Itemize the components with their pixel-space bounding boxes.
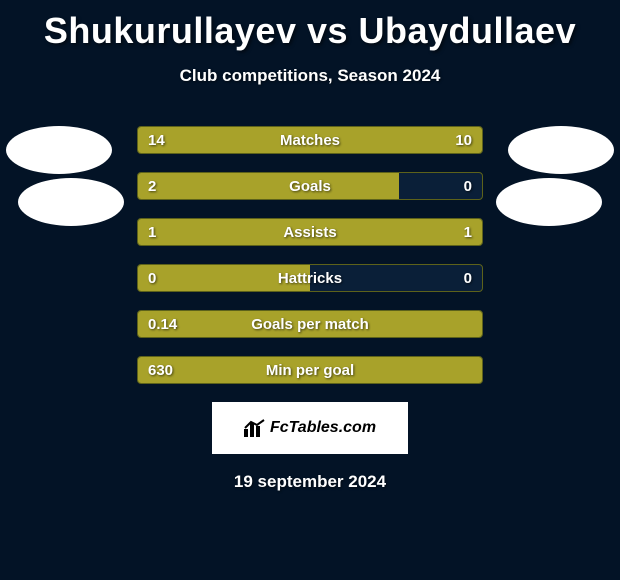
- stat-bar-row: 14Matches10: [137, 126, 483, 154]
- fctables-logo: FcTables.com: [244, 419, 376, 437]
- stat-bar-row: 0.14Goals per match: [137, 310, 483, 338]
- page-title: Shukurullayev vs Ubaydullaev: [0, 0, 620, 52]
- bars-container: 14Matches102Goals01Assists10Hattricks00.…: [137, 126, 483, 384]
- bar-stat-label: Min per goal: [138, 357, 482, 383]
- date-text: 19 september 2024: [0, 472, 620, 492]
- bar-right-value: 0: [464, 173, 472, 199]
- logo-text: FcTables.com: [270, 419, 376, 437]
- comparison-chart: 14Matches102Goals01Assists10Hattricks00.…: [0, 126, 620, 384]
- player1-avatar-placeholder: [6, 126, 112, 174]
- stat-bar-row: 0Hattricks0: [137, 264, 483, 292]
- player2-avatar-placeholder: [496, 178, 602, 226]
- bar-right-value: 0: [464, 265, 472, 291]
- stat-bar-row: 2Goals0: [137, 172, 483, 200]
- stat-bar-row: 1Assists1: [137, 218, 483, 246]
- bar-stat-label: Matches: [138, 127, 482, 153]
- bar-stat-label: Hattricks: [138, 265, 482, 291]
- logo-box: FcTables.com: [212, 402, 408, 454]
- player2-avatar-placeholder: [508, 126, 614, 174]
- bar-right-value: 10: [455, 127, 472, 153]
- page-subtitle: Club competitions, Season 2024: [0, 66, 620, 86]
- bar-right-value: 1: [464, 219, 472, 245]
- bar-stat-label: Goals: [138, 173, 482, 199]
- bar-stat-label: Goals per match: [138, 311, 482, 337]
- chart-icon: [244, 419, 266, 437]
- stat-bar-row: 630Min per goal: [137, 356, 483, 384]
- bar-stat-label: Assists: [138, 219, 482, 245]
- player1-avatar-placeholder: [18, 178, 124, 226]
